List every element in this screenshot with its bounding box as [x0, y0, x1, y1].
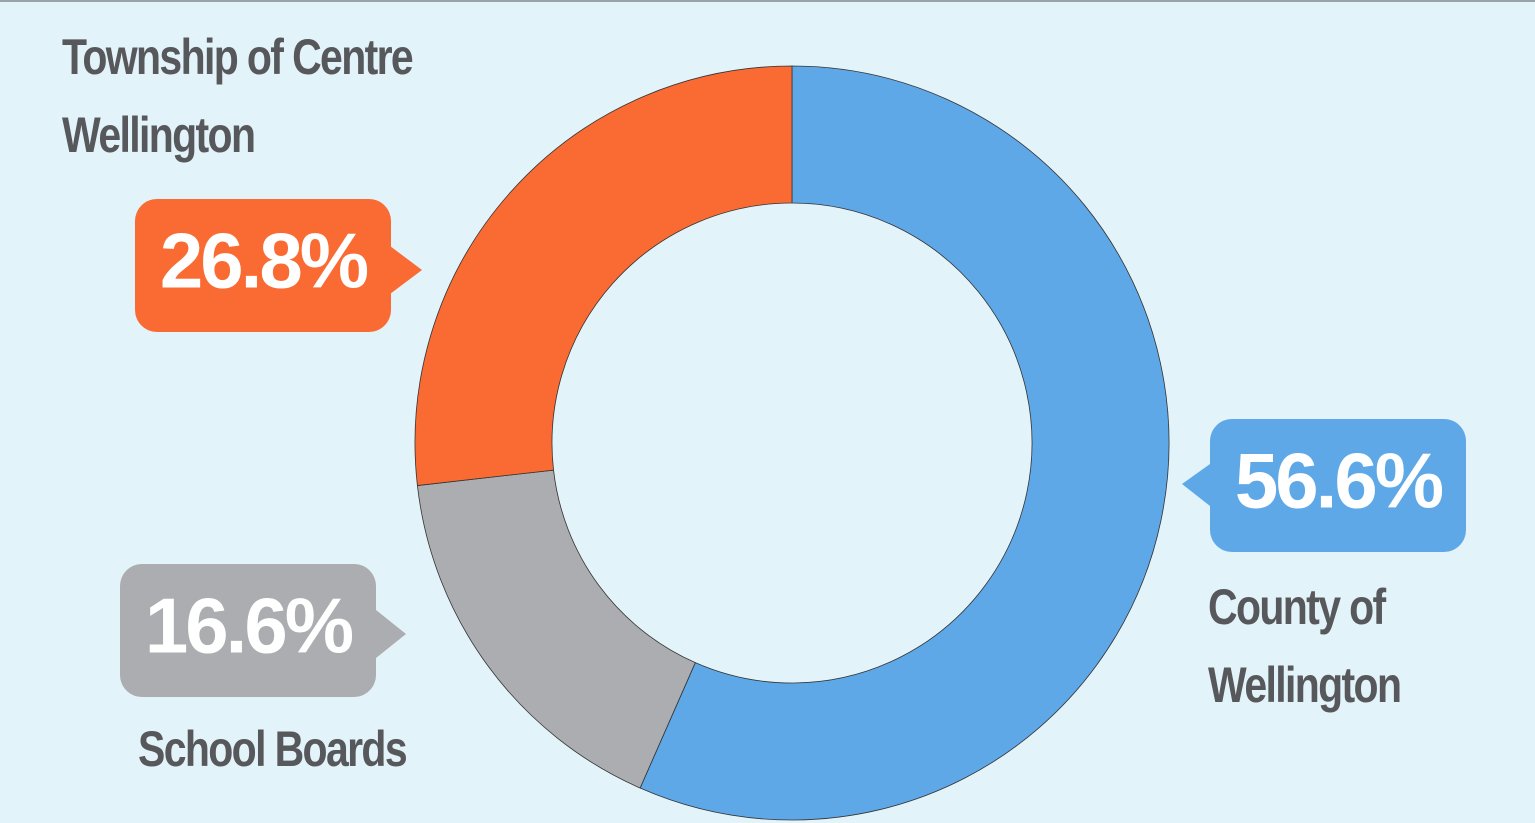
callout-pointer — [1182, 464, 1210, 506]
value-label: 16.6% — [145, 582, 353, 670]
callout-pointer — [390, 246, 422, 294]
category-label: County of Wellington — [1208, 579, 1402, 713]
callout-box — [135, 199, 391, 332]
category-label: Township of Centre Wellington — [62, 29, 414, 163]
value-label: 26.8% — [160, 217, 368, 305]
donut-slice — [416, 469, 696, 789]
donut-slice — [639, 65, 1170, 821]
callout-pointer — [376, 610, 406, 658]
value-label: 56.6% — [1235, 437, 1443, 525]
category-label: School Boards — [138, 721, 408, 777]
callout-box — [1210, 419, 1466, 552]
callout-box — [120, 564, 376, 697]
donut-slice — [414, 65, 793, 486]
